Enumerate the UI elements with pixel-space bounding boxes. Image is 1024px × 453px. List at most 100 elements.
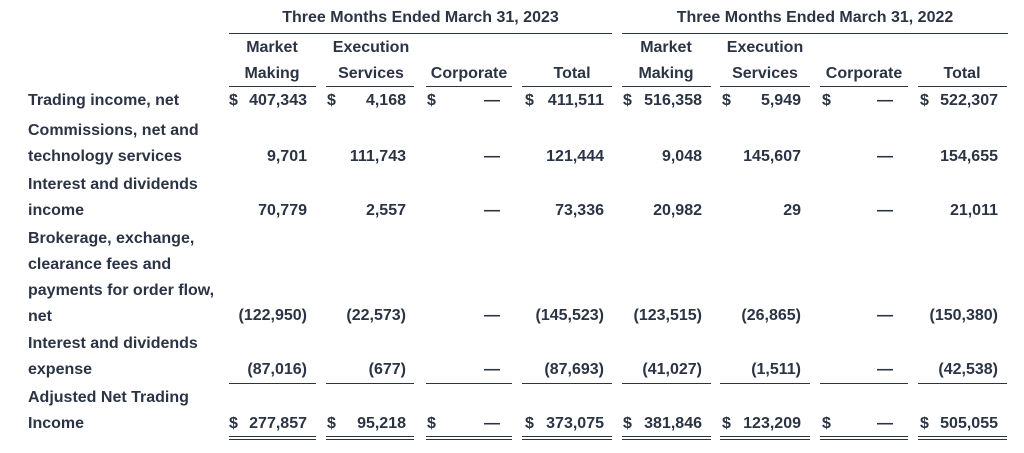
total-double-underline [426,436,512,440]
row-label-brokerage-fees: clearance fees and [28,256,172,273]
cell-value-commissions: 121,444 [546,148,604,165]
column-header-execution-services-2023: Execution [332,39,410,56]
cell-value-interest-expense: (87,693) [544,361,604,378]
cell-value-trading-income: 5,949 [760,92,801,109]
cell-value-adjusted-net-trading-income: 95,218 [357,415,406,432]
total-double-underline [720,436,810,440]
column-header-market-making-2023: Making [244,65,300,82]
cell-value-brokerage-fees: (26,865) [741,307,801,324]
cell-value-interest-expense: (87,016) [247,361,307,378]
subtotal-underline [918,383,1007,384]
currency-symbol: $ [623,92,632,109]
cell-value-adjusted-net-trading-income: — [877,415,893,432]
row-label-brokerage-fees: net [28,308,52,325]
cell-value-brokerage-fees: — [484,307,500,324]
currency-symbol: $ [822,415,831,432]
column-header-underline [918,86,1007,87]
cell-value-trading-income: 522,307 [940,92,998,109]
period-underline-2023 [229,33,612,34]
cell-value-interest-expense: — [877,361,893,378]
column-header-underline [229,86,316,87]
column-header-corporate-2022: Corporate [825,65,903,82]
currency-symbol: $ [525,415,534,432]
total-double-underline [522,436,612,440]
cell-value-adjusted-net-trading-income: 123,209 [743,415,801,432]
cell-value-commissions: — [877,148,893,165]
column-header-underline [326,86,414,87]
cell-value-interest-expense: (41,027) [642,361,702,378]
row-label-adjusted-net-trading-income: Adjusted Net Trading [28,389,189,406]
currency-symbol: $ [427,92,436,109]
currency-symbol: $ [623,415,632,432]
cell-value-adjusted-net-trading-income: 373,075 [546,415,604,432]
subtotal-underline [326,383,414,384]
cell-value-adjusted-net-trading-income: — [484,415,500,432]
column-header-underline [820,86,908,87]
row-label-interest-expense: expense [28,361,93,378]
cell-value-interest-income: 21,011 [949,202,998,219]
cell-value-commissions: 111,743 [349,148,406,165]
cell-value-interest-expense: (42,538) [938,361,998,378]
cell-value-trading-income: 407,343 [249,92,307,109]
row-label-interest-expense: Interest and dividends [28,335,198,352]
cell-value-brokerage-fees: — [877,307,893,324]
cell-value-interest-income: 2,557 [365,202,406,219]
period-header-2022: Three Months Ended March 31, 2022 [676,9,954,26]
currency-symbol: $ [822,92,831,109]
currency-symbol: $ [722,415,731,432]
cell-value-adjusted-net-trading-income: 381,846 [644,415,702,432]
cell-value-commissions: 154,655 [940,148,998,165]
subtotal-underline [820,383,908,384]
cell-value-interest-income: — [877,202,893,219]
cell-value-commissions: 9,048 [661,148,702,165]
currency-symbol: $ [920,415,929,432]
column-header-underline [622,86,711,87]
column-header-execution-services-2023: Services [338,65,404,82]
currency-symbol: $ [920,92,929,109]
column-header-underline [522,86,612,87]
subtotal-underline [622,383,711,384]
currency-symbol: $ [327,415,336,432]
cell-value-trading-income: 4,168 [365,92,406,109]
currency-symbol: $ [525,92,534,109]
row-label-commissions: technology services [28,148,182,165]
row-label-brokerage-fees: payments for order flow, [28,282,215,299]
cell-value-interest-income: 29 [783,202,801,219]
column-header-total-2023: Total [553,65,591,82]
currency-symbol: $ [327,92,336,109]
cell-value-brokerage-fees: (22,573) [346,307,406,324]
cell-value-brokerage-fees: (123,515) [633,307,703,324]
cell-value-brokerage-fees: (122,950) [238,307,308,324]
column-header-corporate-2023: Corporate [430,65,508,82]
period-header-2023: Three Months Ended March 31, 2023 [282,9,559,26]
cell-value-trading-income: 411,511 [547,92,604,109]
row-label-trading-income: Trading income, net [28,92,180,109]
column-header-underline [720,86,810,87]
cell-value-interest-expense: — [484,361,500,378]
cell-value-commissions: — [484,148,500,165]
row-label-adjusted-net-trading-income: Income [28,415,85,432]
column-header-execution-services-2022: Execution [726,39,804,56]
cell-value-interest-income: 20,982 [653,202,702,219]
cell-value-trading-income: — [484,92,500,109]
cell-value-trading-income: — [877,92,893,109]
cell-value-interest-income: 70,779 [258,202,307,219]
cell-value-commissions: 145,607 [743,148,801,165]
column-header-market-making-2022: Market [640,39,692,56]
cell-value-trading-income: 516,358 [644,92,702,109]
row-label-interest-income: Interest and dividends [28,176,198,193]
currency-symbol: $ [229,415,238,432]
subtotal-underline [720,383,810,384]
column-header-underline [426,86,512,87]
row-label-interest-income: income [28,202,85,219]
cell-value-interest-expense: (1,511) [751,361,801,378]
cell-value-adjusted-net-trading-income: 505,055 [940,415,998,432]
column-header-market-making-2022: Making [638,65,694,82]
subtotal-underline [426,383,512,384]
total-double-underline [918,436,1007,440]
currency-symbol: $ [427,415,436,432]
total-double-underline [229,436,316,440]
cell-value-interest-expense: (677) [368,361,406,378]
column-header-execution-services-2022: Services [732,65,798,82]
